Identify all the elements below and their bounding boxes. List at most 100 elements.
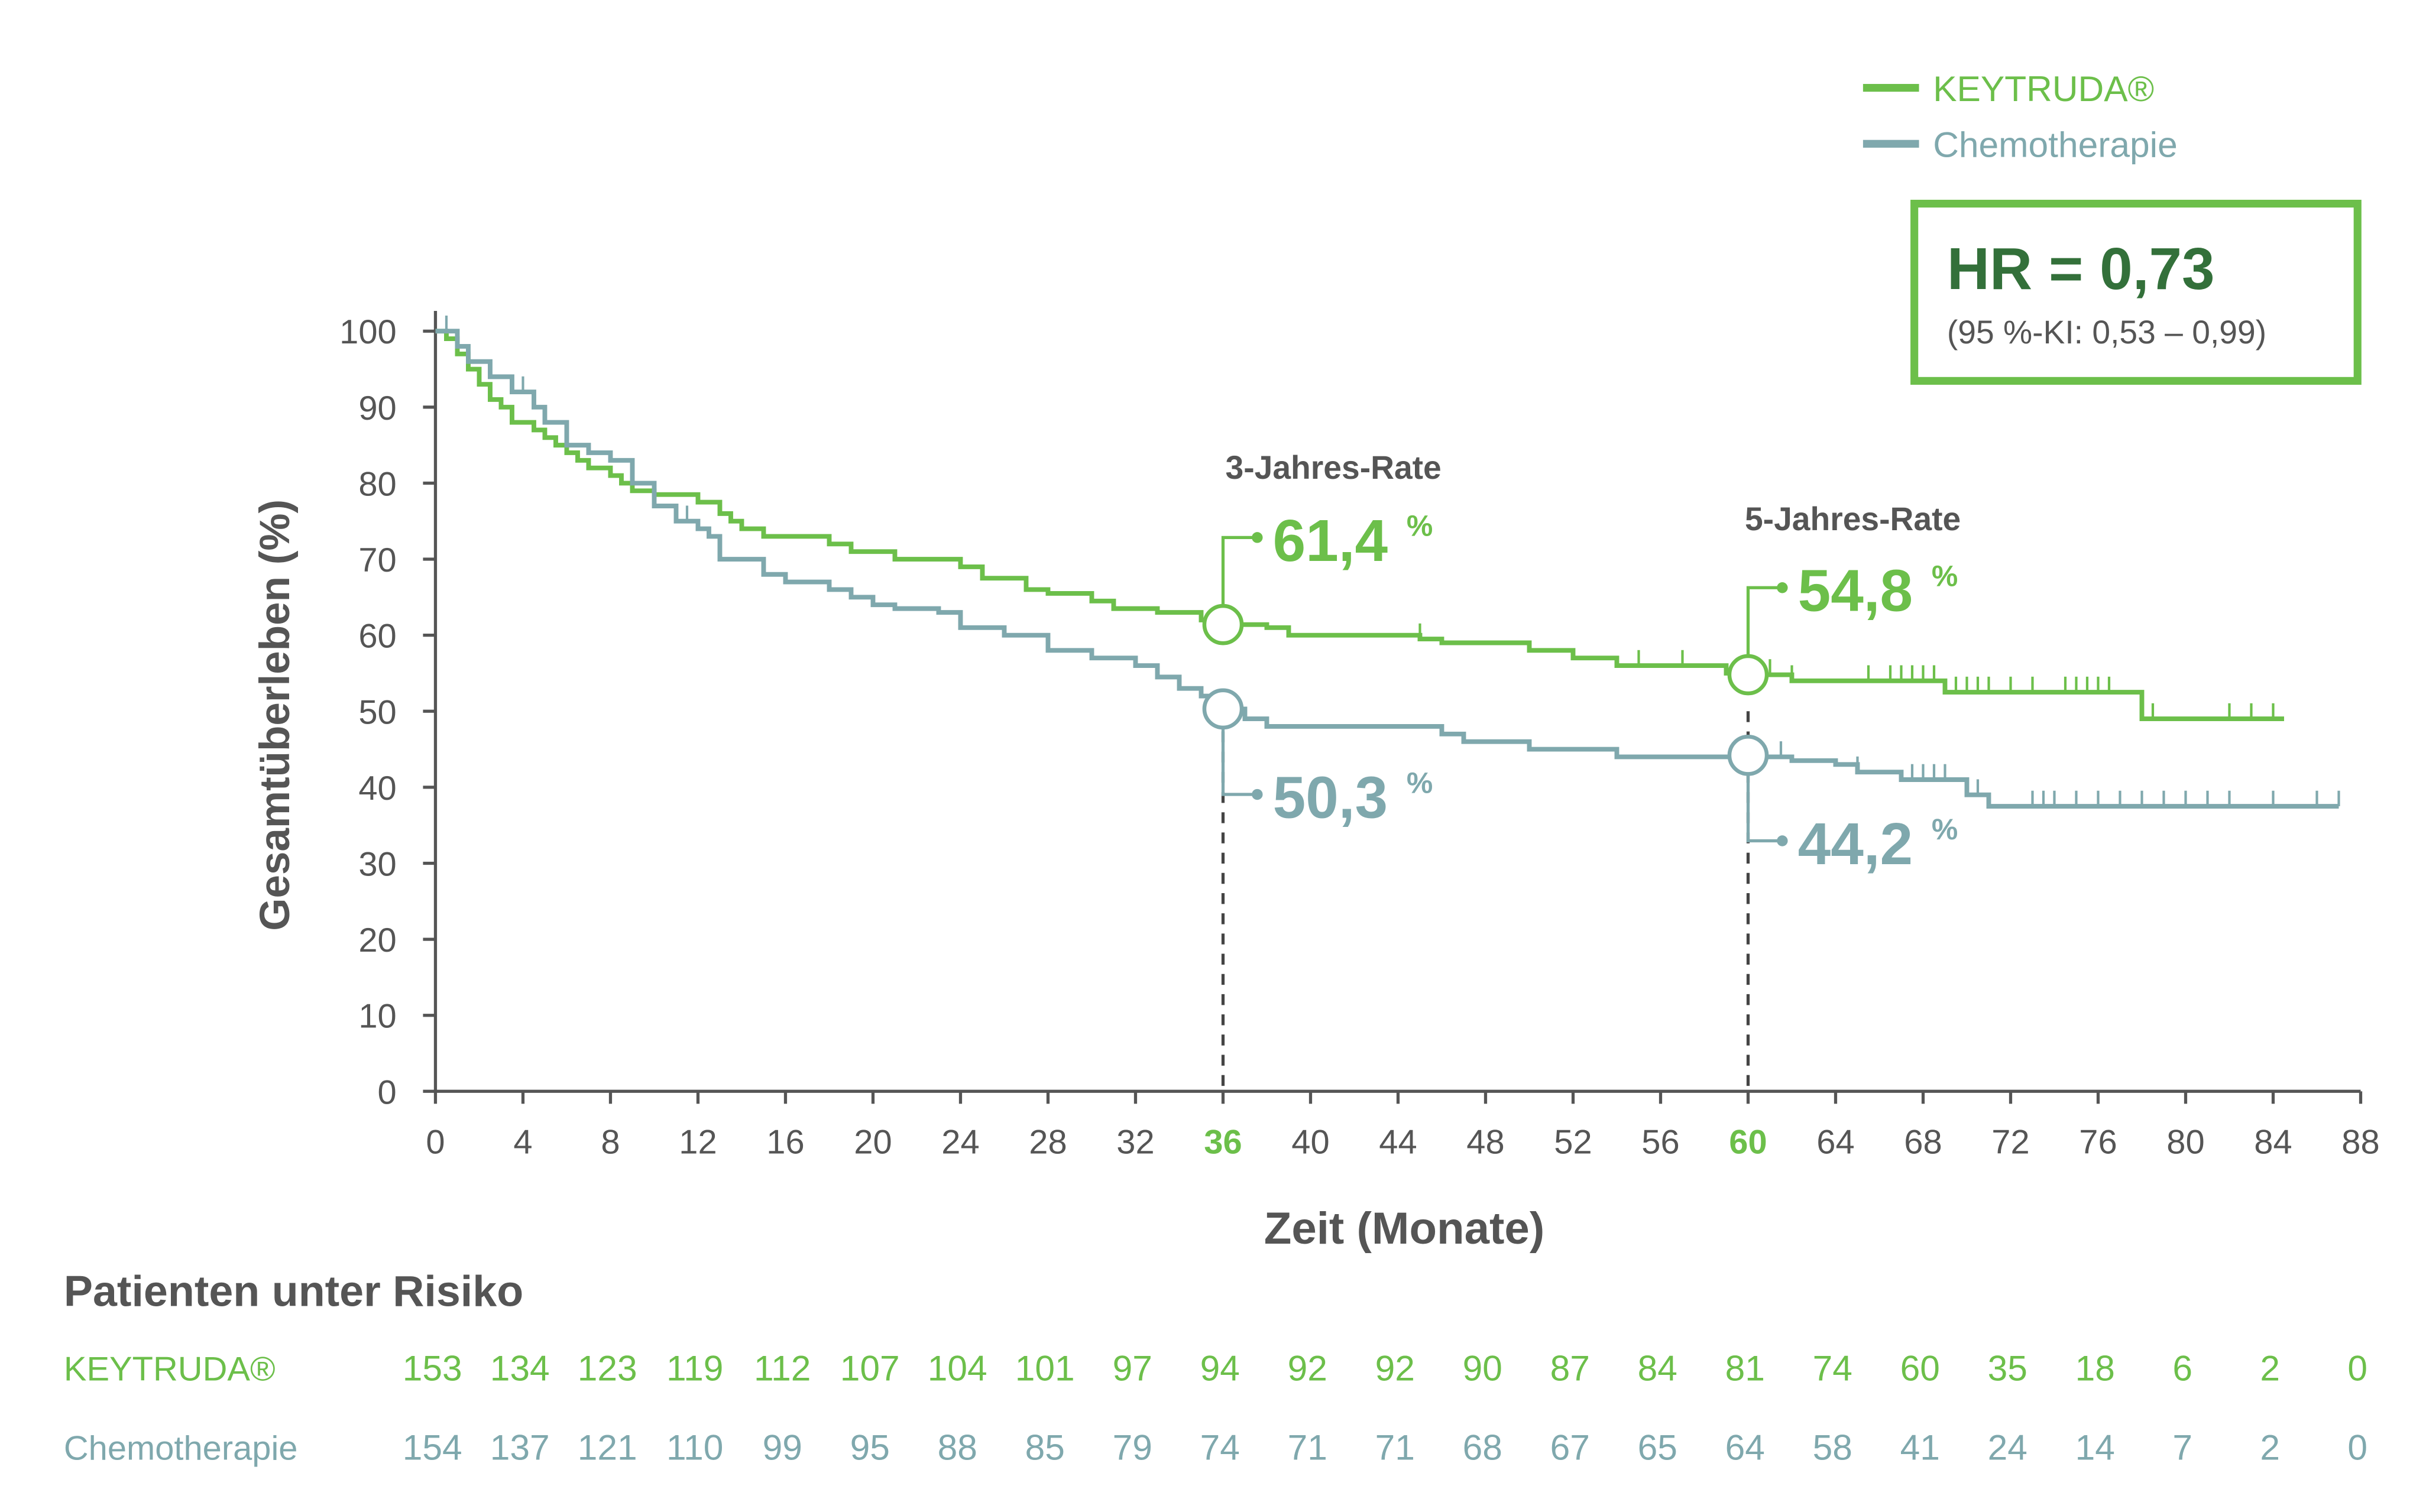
risk-count: 24 bbox=[1988, 1427, 2027, 1468]
risk-count: 154 bbox=[403, 1427, 462, 1468]
x-tick-label: 0 bbox=[426, 1124, 445, 1161]
risk-count: 71 bbox=[1288, 1427, 1327, 1468]
risk-count: 92 bbox=[1375, 1348, 1415, 1388]
annotation-leader bbox=[1221, 709, 1258, 796]
risk-count: 79 bbox=[1113, 1427, 1152, 1468]
risk-count: 121 bbox=[578, 1427, 637, 1468]
risk-count: 95 bbox=[850, 1427, 890, 1468]
legend-swatch-keytruda bbox=[1863, 84, 1919, 92]
x-tick-label: 28 bbox=[1029, 1124, 1067, 1161]
risk-count: 153 bbox=[403, 1348, 462, 1388]
x-tick-label: 52 bbox=[1554, 1124, 1592, 1161]
y-tick-label: 80 bbox=[358, 465, 396, 503]
risk-count: 74 bbox=[1813, 1348, 1852, 1388]
x-tick-label: 44 bbox=[1379, 1124, 1417, 1161]
x-tick-label: 40 bbox=[1291, 1124, 1329, 1161]
risk-count: 97 bbox=[1113, 1348, 1152, 1388]
x-tick-label: 80 bbox=[2166, 1124, 2204, 1161]
y-tick-label: 0 bbox=[378, 1073, 397, 1111]
risk-count: 0 bbox=[2347, 1348, 2367, 1388]
legend-label-chemo: Chemotherapie bbox=[1933, 125, 2178, 165]
rate-unit: % bbox=[1932, 560, 1958, 593]
series-line-keytruda bbox=[435, 329, 2284, 722]
x-tick-label: 20 bbox=[854, 1124, 892, 1161]
risk-count: 137 bbox=[490, 1427, 550, 1468]
x-tick-label: 12 bbox=[679, 1124, 717, 1161]
annotation-dot bbox=[1252, 789, 1263, 800]
risk-count: 119 bbox=[666, 1348, 723, 1388]
rate-marker-circle bbox=[1727, 654, 1769, 696]
y-axis-label: Gesamtüberleben (%) bbox=[252, 499, 299, 931]
rate-marker-circle bbox=[1202, 688, 1244, 730]
risk-count: 123 bbox=[578, 1348, 637, 1388]
risk-count: 107 bbox=[840, 1348, 900, 1388]
risk-count: 35 bbox=[1988, 1348, 2027, 1388]
annotation-leader bbox=[1746, 755, 1783, 843]
risk-count: 6 bbox=[2172, 1348, 2192, 1388]
risk-count: 112 bbox=[754, 1348, 811, 1388]
risk-count: 88 bbox=[938, 1427, 977, 1468]
risk-count: 99 bbox=[763, 1427, 802, 1468]
legend-swatch-chemo bbox=[1863, 139, 1919, 148]
annotation-leader bbox=[1221, 536, 1258, 625]
rate-marker-circle bbox=[1202, 603, 1244, 645]
rate-value: 44,2 bbox=[1798, 812, 1913, 877]
rate-value: 54,8 bbox=[1798, 559, 1913, 624]
annotation-title: 3-Jahres-Rate bbox=[1226, 449, 1442, 486]
x-tick-label: 36 bbox=[1204, 1124, 1242, 1161]
annotation-leader bbox=[1746, 586, 1783, 675]
annotation-title: 5-Jahres-Rate bbox=[1745, 501, 1961, 537]
series-line-chemo bbox=[435, 329, 2339, 809]
annotation-dot bbox=[1777, 582, 1788, 593]
x-tick-label: 64 bbox=[1816, 1124, 1854, 1161]
x-tick-label: 8 bbox=[601, 1124, 620, 1161]
risk-count: 58 bbox=[1813, 1427, 1852, 1468]
risk-count: 68 bbox=[1463, 1427, 1502, 1468]
legend: KEYTRUDA® Chemotherapie bbox=[1863, 69, 2178, 165]
x-tick-label: 76 bbox=[2079, 1124, 2117, 1161]
x-tick-label: 84 bbox=[2254, 1124, 2292, 1161]
y-tick-label: 50 bbox=[358, 693, 396, 731]
risk-count: 71 bbox=[1375, 1427, 1415, 1468]
x-tick-label: 56 bbox=[1641, 1124, 1679, 1161]
y-tick-label: 30 bbox=[358, 846, 396, 884]
rate-unit: % bbox=[1407, 766, 1433, 799]
hazard-ratio-box: HR = 0,73 (95 %-KI: 0,53 – 0,99) bbox=[1910, 199, 2362, 385]
risk-count: 0 bbox=[2347, 1427, 2367, 1468]
y-tick-label: 70 bbox=[358, 541, 396, 579]
y-tick-label: 100 bbox=[339, 313, 397, 351]
risk-count: 60 bbox=[1900, 1348, 1940, 1388]
y-tick-label: 20 bbox=[358, 922, 396, 959]
hr-value: HR = 0,73 bbox=[1947, 236, 2215, 302]
legend-label-keytruda: KEYTRUDA® bbox=[1933, 69, 2154, 109]
rate-unit: % bbox=[1932, 813, 1958, 846]
risk-count: 90 bbox=[1463, 1348, 1502, 1388]
risk-row-label: Chemotherapie bbox=[64, 1430, 298, 1468]
risk-count: 2 bbox=[2260, 1427, 2280, 1468]
risk-count: 64 bbox=[1725, 1427, 1765, 1468]
risk-count: 104 bbox=[928, 1348, 987, 1388]
risk-count: 41 bbox=[1900, 1427, 1940, 1468]
x-tick-label: 48 bbox=[1466, 1124, 1504, 1161]
x-tick-label: 16 bbox=[766, 1124, 804, 1161]
risk-count: 84 bbox=[1638, 1348, 1677, 1388]
rate-value: 50,3 bbox=[1273, 765, 1388, 831]
risk-table-title: Patienten unter Risiko bbox=[64, 1266, 523, 1315]
x-tick-label: 32 bbox=[1116, 1124, 1154, 1161]
risk-count: 7 bbox=[2172, 1427, 2192, 1468]
y-tick-label: 40 bbox=[358, 770, 396, 807]
x-tick-label: 24 bbox=[941, 1124, 979, 1161]
y-tick-label: 90 bbox=[358, 390, 396, 427]
risk-row-label: KEYTRUDA® bbox=[64, 1350, 276, 1388]
risk-count: 81 bbox=[1725, 1348, 1765, 1388]
risk-count: 65 bbox=[1638, 1427, 1677, 1468]
risk-count: 92 bbox=[1288, 1348, 1327, 1388]
x-axis-label: Zeit (Monate) bbox=[1264, 1203, 1545, 1254]
x-tick-label: 68 bbox=[1904, 1124, 1942, 1161]
risk-count: 74 bbox=[1200, 1427, 1240, 1468]
risk-count: 110 bbox=[666, 1427, 723, 1468]
annotation-dot bbox=[1252, 532, 1263, 543]
rate-marker-circle bbox=[1727, 734, 1769, 776]
risk-count: 18 bbox=[2075, 1348, 2115, 1388]
